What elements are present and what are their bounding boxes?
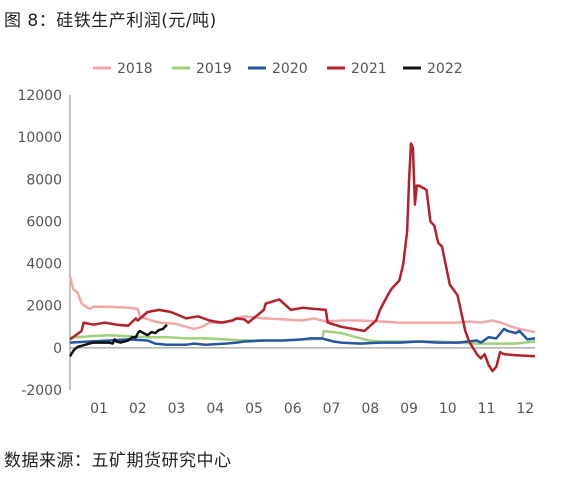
legend-label: 2022 [427, 61, 463, 77]
series-line-2018 [68, 275, 536, 334]
x-tick-label: 07 [323, 401, 341, 417]
legend-item-2018: 2018 [93, 61, 153, 77]
legend-item-2021: 2021 [327, 61, 387, 77]
x-tick-label: 01 [90, 401, 108, 417]
legend: 2018 2019 2020 2021 2022 [93, 61, 463, 77]
x-tick-label: 12 [516, 401, 534, 417]
legend-label: 2021 [351, 61, 387, 77]
line-chart: 2018 2019 2020 2021 2022 -2000 0 2000 4000 6000 8… [17, 61, 536, 417]
series-line-2021 [69, 142, 536, 373]
legend-item-2019: 2019 [172, 61, 232, 77]
series-line-2022 [68, 323, 168, 357]
legend-item-2022: 2022 [403, 61, 463, 77]
x-tick-label: 06 [284, 401, 302, 417]
x-tick-label: 10 [439, 401, 457, 417]
source-note: 数据来源：五矿期货研究中心 [4, 451, 232, 471]
legend-label: 2019 [196, 61, 232, 77]
y-tick-label: 6000 [26, 214, 62, 230]
plot-area [68, 142, 536, 373]
y-tick-label: -2000 [21, 383, 62, 399]
legend-item-2020: 2020 [248, 61, 308, 77]
x-tick-label: 08 [361, 401, 379, 417]
series-line-2020 [69, 327, 536, 346]
x-tick-label: 02 [129, 401, 147, 417]
x-axis: 01 02 03 04 05 06 07 08 09 10 11 12 [69, 95, 535, 417]
x-tick-label: 03 [168, 401, 186, 417]
x-tick-label: 05 [245, 401, 263, 417]
y-axis: -2000 0 2000 4000 6000 8000 10000 12000 [17, 88, 62, 399]
x-tick-label: 09 [400, 401, 418, 417]
x-tick-label: 11 [478, 401, 496, 417]
y-tick-label: 10000 [17, 130, 62, 146]
y-tick-label: 12000 [17, 88, 62, 104]
x-tick-label: 04 [206, 401, 224, 417]
y-tick-label: 8000 [26, 172, 62, 188]
legend-label: 2018 [117, 61, 153, 77]
y-tick-label: 4000 [26, 257, 62, 273]
chart-title: 图 8：硅铁生产利润(元/吨) [4, 11, 217, 31]
y-tick-label: 2000 [26, 299, 62, 315]
legend-label: 2020 [272, 61, 308, 77]
y-tick-label: 0 [53, 341, 62, 357]
